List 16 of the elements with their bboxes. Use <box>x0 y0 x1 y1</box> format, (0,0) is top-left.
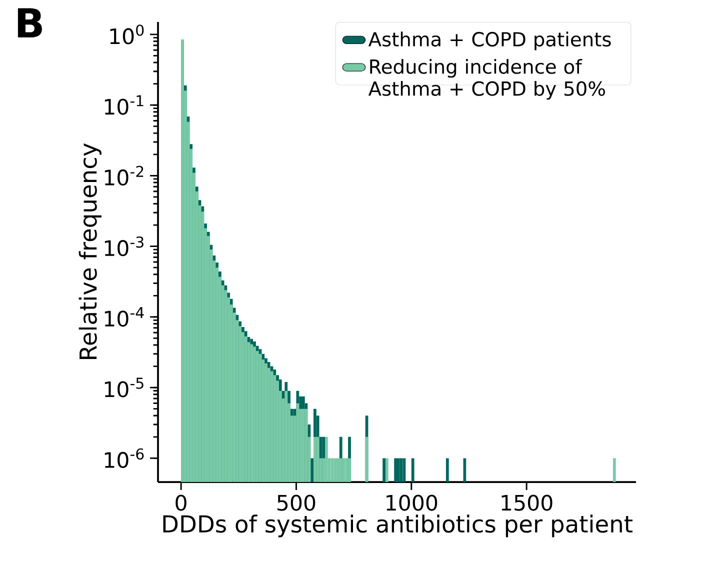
y-axis-title: Relative frequency <box>78 143 102 359</box>
y-tick-label: 10$^{-6}$ <box>104 448 144 468</box>
y-tick-label: 10$^{-5}$ <box>104 378 144 398</box>
y-tick-label: 10$^{-2}$ <box>104 166 144 186</box>
y-tick-label: 10$^{-1}$ <box>104 95 144 115</box>
legend-label: Reducing incidence of Asthma + COPD by 50% <box>368 58 605 100</box>
chart-title: B <box>18 8 42 38</box>
x-tick-label: 0 <box>176 494 186 511</box>
y-tick-label: 10$^{0}$ <box>110 24 144 44</box>
x-axis-title: DDDs of systemic antibiotics per patient <box>163 514 632 538</box>
y-tick-label: 10$^{-3}$ <box>104 236 144 256</box>
x-tick-label: 1000 <box>386 494 438 511</box>
x-tick-label: 1500 <box>502 494 552 511</box>
legend-label: Asthma + COPD patients <box>368 32 611 50</box>
y-tick-label: 10$^{-4}$ <box>104 307 144 327</box>
x-tick-label: 500 <box>278 494 316 511</box>
